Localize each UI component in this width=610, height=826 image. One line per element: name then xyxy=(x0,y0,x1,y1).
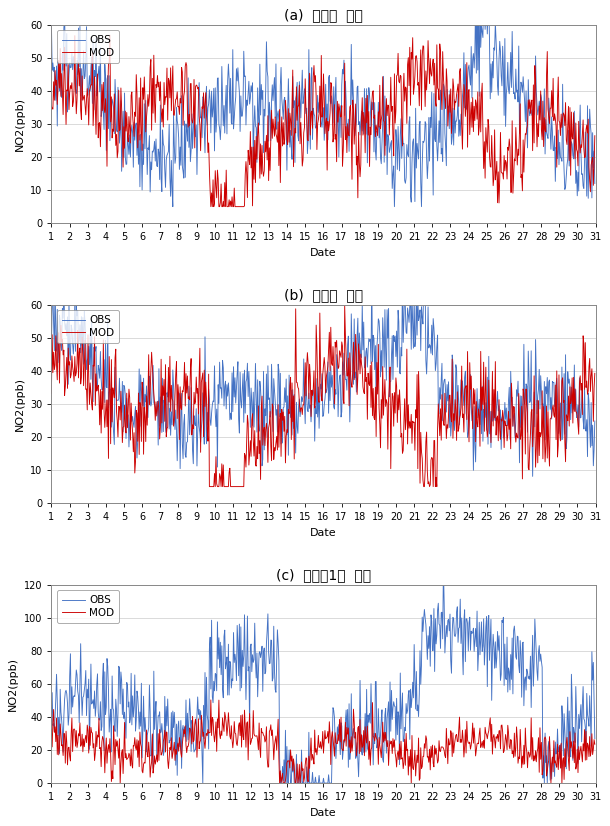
MOD xyxy=(117,778,124,788)
OBS xyxy=(368,268,375,278)
OBS xyxy=(591,733,598,743)
OBS xyxy=(281,95,288,105)
MOD xyxy=(341,301,348,311)
MOD xyxy=(301,388,308,398)
MOD xyxy=(281,135,289,145)
MOD xyxy=(439,47,447,57)
Y-axis label: NO2(ppb): NO2(ppb) xyxy=(9,657,18,711)
MOD xyxy=(439,406,447,416)
MOD xyxy=(48,724,55,734)
MOD xyxy=(50,705,57,714)
Legend: OBS, MOD: OBS, MOD xyxy=(57,310,119,343)
MOD xyxy=(439,742,447,752)
OBS xyxy=(439,358,446,368)
Line: OBS: OBS xyxy=(51,273,595,477)
MOD xyxy=(301,74,309,83)
OBS xyxy=(48,717,55,727)
Y-axis label: NO2(ppb): NO2(ppb) xyxy=(15,97,24,151)
Line: OBS: OBS xyxy=(51,0,595,206)
OBS xyxy=(440,563,447,572)
OBS xyxy=(50,316,57,326)
MOD xyxy=(206,482,213,491)
OBS xyxy=(591,416,598,426)
OBS xyxy=(439,607,446,617)
MOD xyxy=(281,426,288,436)
OBS xyxy=(591,178,598,188)
MOD xyxy=(452,405,459,415)
OBS xyxy=(451,128,459,138)
MOD xyxy=(48,101,55,111)
Legend: OBS, MOD: OBS, MOD xyxy=(57,590,119,623)
MOD xyxy=(50,347,57,357)
MOD xyxy=(591,131,598,140)
Title: (a)  영통동  지점: (a) 영통동 지점 xyxy=(284,8,363,22)
Line: MOD: MOD xyxy=(51,36,595,207)
OBS xyxy=(451,414,459,424)
OBS xyxy=(199,778,206,788)
OBS xyxy=(301,778,308,788)
MOD xyxy=(50,77,57,87)
OBS xyxy=(50,719,57,729)
OBS xyxy=(301,83,308,93)
OBS xyxy=(124,129,131,139)
OBS xyxy=(529,472,536,482)
OBS xyxy=(124,680,131,690)
OBS xyxy=(279,403,287,413)
Line: MOD: MOD xyxy=(51,700,595,783)
MOD xyxy=(301,760,309,770)
OBS xyxy=(439,144,446,154)
MOD xyxy=(281,778,289,788)
MOD xyxy=(124,137,132,147)
MOD xyxy=(124,752,132,762)
MOD xyxy=(48,388,55,398)
X-axis label: Date: Date xyxy=(310,808,337,818)
OBS xyxy=(169,202,176,211)
Y-axis label: NO2(ppb): NO2(ppb) xyxy=(15,377,24,431)
Title: (c)  의정봀1동  지점: (c) 의정봀1동 지점 xyxy=(276,568,371,582)
MOD xyxy=(124,423,131,433)
OBS xyxy=(452,629,459,638)
OBS xyxy=(48,341,55,351)
MOD xyxy=(452,730,459,740)
OBS xyxy=(48,18,55,28)
MOD xyxy=(591,739,598,749)
MOD xyxy=(452,97,459,107)
MOD xyxy=(106,31,113,40)
X-axis label: Date: Date xyxy=(310,248,337,258)
Legend: OBS, MOD: OBS, MOD xyxy=(57,30,119,63)
Title: (b)  단대동  지점: (b) 단대동 지점 xyxy=(284,288,363,302)
OBS xyxy=(124,410,131,420)
X-axis label: Date: Date xyxy=(310,528,337,538)
OBS xyxy=(300,354,307,364)
Line: MOD: MOD xyxy=(51,306,595,487)
MOD xyxy=(207,202,215,211)
MOD xyxy=(207,695,215,705)
OBS xyxy=(281,755,288,765)
Line: OBS: OBS xyxy=(51,567,595,783)
MOD xyxy=(591,368,598,378)
OBS xyxy=(50,67,57,77)
